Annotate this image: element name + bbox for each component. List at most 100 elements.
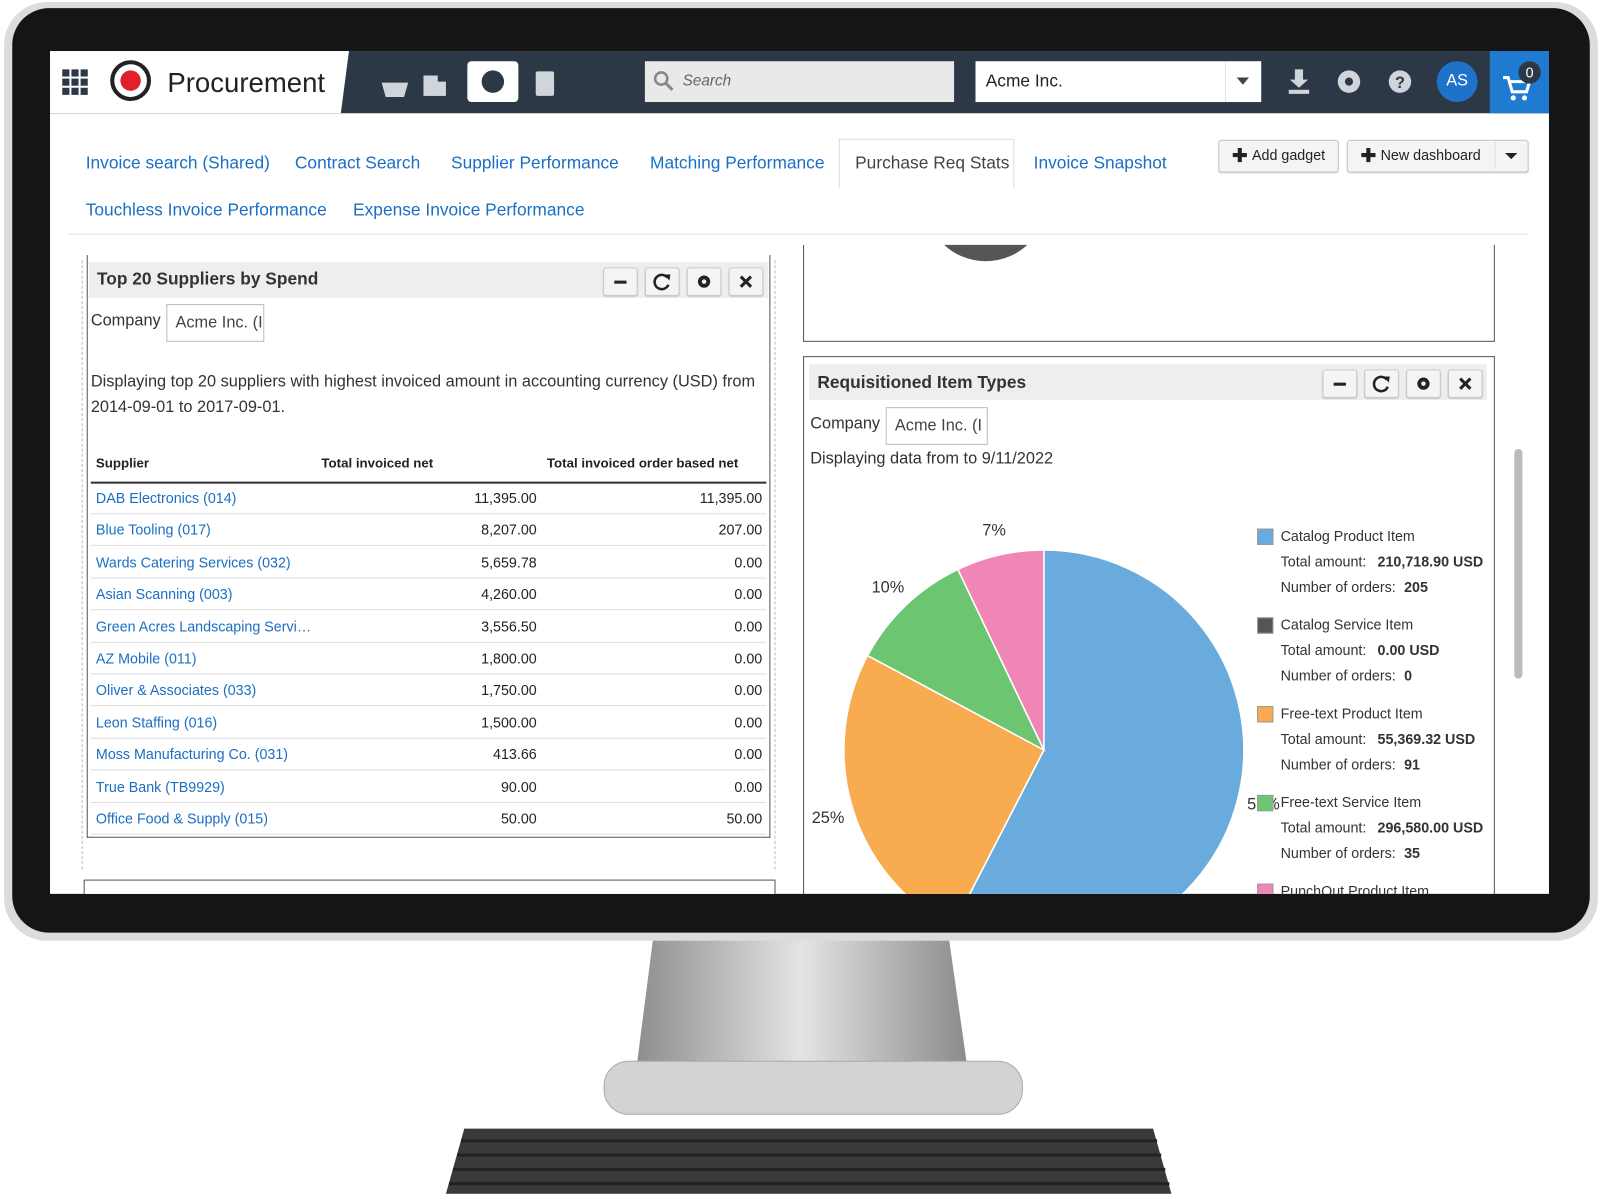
tab[interactable]: Invoice Snapshot xyxy=(1033,153,1167,173)
order-based-net: 0.00 xyxy=(734,585,763,603)
legend-orders-label: Number of orders: xyxy=(1280,667,1396,684)
row-divider xyxy=(90,801,767,803)
gadget-refresh-button[interactable] xyxy=(644,267,680,296)
legend-name[interactable]: Catalog Service Item xyxy=(1280,616,1414,633)
supplier-link[interactable]: Oliver & Associates (033) xyxy=(95,682,257,699)
company-select[interactable] xyxy=(975,61,1262,103)
search-placeholder[interactable]: Search xyxy=(682,72,732,90)
gadget-close-button[interactable] xyxy=(728,267,764,296)
legend-name[interactable]: PunchOut Product Item xyxy=(1280,882,1430,894)
legend-swatch xyxy=(1257,706,1274,723)
legend-name[interactable]: Catalog Product Item xyxy=(1280,527,1415,544)
legend-swatch xyxy=(1257,528,1274,545)
supplier-link[interactable]: Leon Staffing (016) xyxy=(95,714,218,731)
legend-swatch xyxy=(1257,617,1274,634)
supplier-link[interactable]: Office Food & Supply (015) xyxy=(95,810,268,827)
order-based-net: 0.00 xyxy=(734,746,763,763)
tab[interactable]: Contract Search xyxy=(294,153,421,173)
gadget-title: Requisitioned Item Types xyxy=(817,372,1027,392)
minus-icon xyxy=(614,280,627,284)
invoiced-net: 90.00 xyxy=(500,778,537,795)
row-divider xyxy=(90,513,767,515)
supplier-link[interactable]: Moss Manufacturing Co. (031) xyxy=(95,746,289,763)
gadget-settings-button[interactable] xyxy=(1406,369,1441,398)
scrollbar[interactable] xyxy=(1514,448,1523,679)
row-divider xyxy=(90,833,767,835)
dashboard-menu-caret[interactable] xyxy=(1494,140,1528,171)
invoiced-net: 1,500.00 xyxy=(481,714,537,731)
pie-slice xyxy=(968,549,1245,894)
plus-icon xyxy=(1232,147,1247,163)
order-based-net: 0.00 xyxy=(734,714,763,731)
legend-name[interactable]: Free-text Service Item xyxy=(1280,793,1422,811)
search-box[interactable] xyxy=(644,61,955,103)
supplier-link[interactable]: Green Acres Landscaping Servi… xyxy=(95,617,312,635)
active-tab xyxy=(838,138,1015,189)
order-based-net: 0.00 xyxy=(734,778,763,795)
legend-swatch xyxy=(1257,794,1274,812)
gadget-refresh-button[interactable] xyxy=(1364,369,1399,398)
module-icons[interactable] xyxy=(377,51,581,113)
legend-amount: 0.00 USD xyxy=(1377,641,1440,659)
tab[interactable]: Matching Performance xyxy=(649,153,825,173)
row-divider xyxy=(90,673,767,675)
supplier-link[interactable]: AZ Mobile (011) xyxy=(95,649,197,667)
brand-area xyxy=(49,51,349,114)
pie-slice xyxy=(866,568,1046,752)
order-based-net: 50.00 xyxy=(726,810,763,827)
avatar[interactable] xyxy=(1436,61,1478,103)
minus-icon xyxy=(1333,382,1346,386)
tab[interactable]: Invoice search (Shared) xyxy=(85,153,270,173)
company-select-value[interactable]: Acme Inc. xyxy=(985,71,1063,91)
order-based-net: 11,395.00 xyxy=(699,489,763,507)
invoiced-net: 11,395.00 xyxy=(474,489,537,507)
search-icon xyxy=(653,71,674,91)
app-name[interactable]: Procurement xyxy=(167,67,326,98)
supplier-link[interactable]: Blue Tooling (017) xyxy=(95,521,211,539)
new-dashboard-label[interactable]: New dashboard xyxy=(1380,146,1481,164)
gadget-minus-button[interactable] xyxy=(1322,369,1358,398)
legend-swatch xyxy=(1257,883,1274,894)
supplier-link[interactable]: True Bank (TB9929) xyxy=(95,778,225,795)
cart-badge xyxy=(1518,61,1541,84)
company-label: Company xyxy=(810,415,881,433)
slice-label: 25% xyxy=(812,809,845,827)
gadget-close-button[interactable] xyxy=(1447,369,1483,398)
tab[interactable]: Expense Invoice Performance xyxy=(353,199,585,220)
tab[interactable]: Supplier Performance xyxy=(451,153,619,173)
legend-orders: 91 xyxy=(1404,756,1420,773)
order-based-net: 0.00 xyxy=(734,553,763,571)
invoiced-net: 3,556.50 xyxy=(481,617,537,635)
dropdown-caret[interactable] xyxy=(1225,61,1263,103)
supplier-link[interactable]: Asian Scanning (003) xyxy=(95,585,233,603)
legend-orders: 205 xyxy=(1404,578,1428,595)
add-gadget-label[interactable]: Add gadget xyxy=(1252,146,1326,164)
gadget-title: Top 20 Suppliers by Spend xyxy=(96,269,319,289)
avatar-initials[interactable]: AS xyxy=(1446,72,1469,90)
column-header: Total invoiced net xyxy=(321,455,434,471)
gadget-minus-button[interactable] xyxy=(603,267,638,296)
left-gadget-frame xyxy=(81,260,776,870)
company-input[interactable]: Acme Inc. (I xyxy=(166,304,265,342)
right-gadget xyxy=(803,356,1495,894)
tab-active[interactable]: Purchase Req Stats xyxy=(855,153,1010,173)
gadget-description: Displaying top 20 suppliers with highest… xyxy=(90,373,756,417)
right-top-gadget xyxy=(803,244,1495,342)
legend-name[interactable]: Free-text Product Item xyxy=(1280,705,1423,722)
close-icon xyxy=(1459,377,1472,390)
new-dashboard-button[interactable] xyxy=(1346,139,1529,173)
company-input[interactable]: Acme Inc. (I xyxy=(885,407,988,445)
gadget-settings-button[interactable] xyxy=(686,267,722,296)
supplier-link[interactable]: DAB Electronics (014) xyxy=(95,489,237,507)
legend-amount-label: Total amount: xyxy=(1280,553,1367,570)
supplier-link[interactable]: Wards Catering Services (032) xyxy=(95,553,291,571)
pie-slice xyxy=(956,549,1045,751)
left-gadget xyxy=(86,255,771,838)
order-based-net: 0.00 xyxy=(734,649,763,667)
toolbar-icons[interactable]: ? xyxy=(1283,51,1416,113)
tab[interactable]: Touchless Invoice Performance xyxy=(85,199,327,220)
invoiced-net: 50.00 xyxy=(500,810,537,827)
svg-text:?: ? xyxy=(1395,74,1405,92)
column-header: Supplier xyxy=(95,455,149,471)
